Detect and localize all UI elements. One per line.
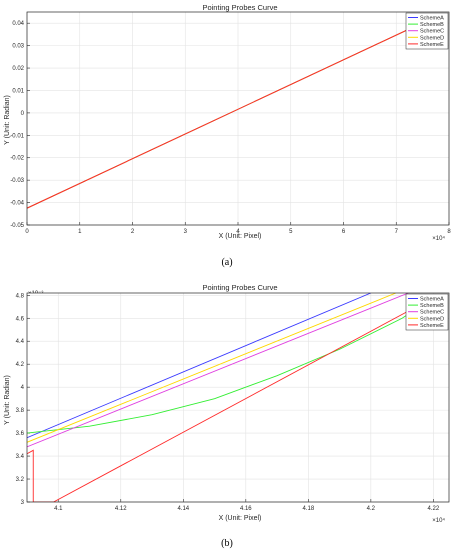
chart-a: Pointing Probes Curve X (Unit: Pixel) Y … <box>4 3 451 242</box>
chart-b: Pointing Probes Curve X (Unit: Pixel) Y … <box>4 283 450 524</box>
x-tick-label: 4.18 <box>302 506 314 512</box>
legend-entry: SchemeD <box>420 35 444 41</box>
series-line-schemed <box>27 293 397 443</box>
series-group <box>27 293 434 502</box>
y-tick-label: 3.4 <box>16 454 25 460</box>
y-tick-label: -0.02 <box>10 156 24 162</box>
legend-entry: SchemeD <box>420 316 444 322</box>
y-tick-label: 0.01 <box>12 88 24 94</box>
x-tick-label: 4.22 <box>428 506 440 512</box>
x-axis-label: X (Unit: Pixel) <box>219 515 262 522</box>
x-exponent-label: ×10⁴ <box>432 517 445 524</box>
y-tick-label: 4.2 <box>16 362 25 368</box>
x-tick-label: 4.12 <box>115 506 127 512</box>
series-line-schemec <box>27 293 409 448</box>
y-tick-label: 3.6 <box>16 431 25 437</box>
legend-entry: SchemeE <box>420 42 444 48</box>
y-tick-label: 0.02 <box>12 66 24 72</box>
x-tick-label: 0 <box>25 229 29 235</box>
x-tick-label: 4.16 <box>240 506 252 512</box>
axes-box <box>26 11 450 226</box>
plot-area <box>27 293 449 502</box>
x-tick-label: 5 <box>289 229 293 235</box>
legend-entry: SchemeB <box>420 303 444 309</box>
y-tick-label: -0.03 <box>10 178 24 184</box>
x-tick-label: 7 <box>395 229 399 235</box>
y-tick-label: 0.04 <box>12 21 24 27</box>
series-group <box>27 27 413 209</box>
series-line-schemee <box>27 27 413 209</box>
series-line-schemeb <box>27 297 434 434</box>
y-tick-label: 4.4 <box>16 339 25 345</box>
y-axis-label: Y (Unit: Radian) <box>4 95 11 145</box>
y-tick-label: 0 <box>21 111 25 117</box>
y-tick-label: 4.8 <box>16 293 25 299</box>
x-tick-label: 4.14 <box>177 506 189 512</box>
x-exponent-label: ×10⁴ <box>432 235 445 242</box>
legend-entry: SchemeA <box>420 297 444 303</box>
series-line-schemea <box>27 293 372 439</box>
legend-entry: SchemeC <box>420 310 444 316</box>
caption-b: (b) <box>221 538 233 549</box>
y-tick-label: -0.04 <box>10 201 24 207</box>
legend-entry: SchemeA <box>420 16 444 22</box>
chart-title: Pointing Probes Curve <box>202 283 277 292</box>
y-tick-label: 4 <box>21 385 25 391</box>
x-tick-label: 6 <box>342 229 346 235</box>
legend-entry: SchemeE <box>420 323 444 329</box>
x-tick-label: 4.2 <box>367 506 376 512</box>
y-tick-label: 0.03 <box>12 44 24 50</box>
x-tick-label: 3 <box>184 229 188 235</box>
x-axis-label: X (Unit: Pixel) <box>219 233 262 240</box>
chart-title: Pointing Probes Curve <box>202 3 277 12</box>
legend-entry: SchemeC <box>420 29 444 35</box>
y-tick-label: 3.2 <box>16 477 25 483</box>
series-line-schemee <box>27 297 434 502</box>
y-tick-label: -0.05 <box>10 223 24 229</box>
y-tick-label: -0.01 <box>10 133 24 139</box>
x-tick-label: 1 <box>78 229 82 235</box>
y-tick-label: 3 <box>21 500 25 506</box>
caption-a: (a) <box>221 257 232 268</box>
x-tick-label: 8 <box>447 229 451 235</box>
y-tick-label: 4.6 <box>16 316 25 322</box>
legend-entry: SchemeB <box>420 22 444 28</box>
axes-box <box>26 292 450 503</box>
y-axis-label: Y (Unit: Radian) <box>4 375 11 425</box>
x-tick-label: 4.1 <box>54 506 63 512</box>
x-tick-label: 2 <box>131 229 135 235</box>
y-tick-label: 3.8 <box>16 408 25 414</box>
x-tick-label: 4 <box>236 229 240 235</box>
